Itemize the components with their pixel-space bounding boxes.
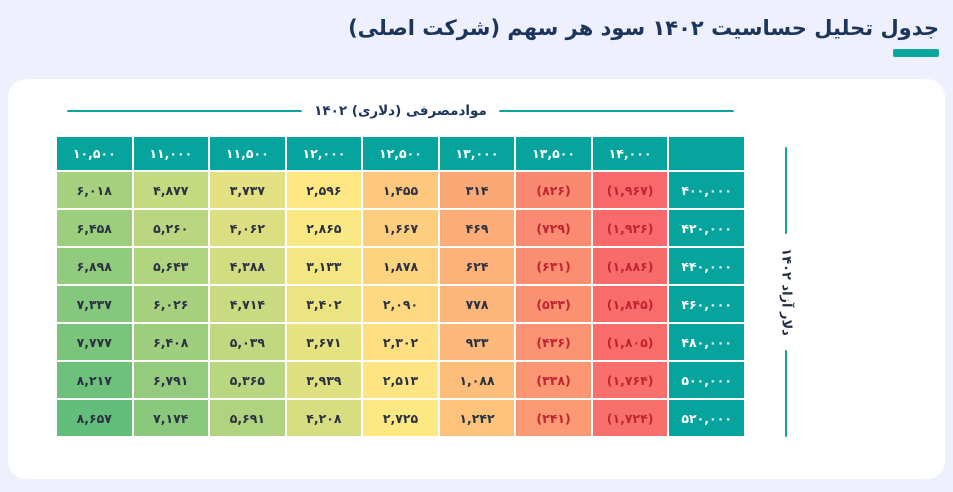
sensitivity-card: موادمصرفی (دلاری) ۱۴۰۲ ۱۰,۵۰۰ ۱۱,۰۰۰ ۱۱,۵۰… bbox=[8, 79, 945, 480]
value-cell: ۵,۲۶۰ bbox=[133, 210, 209, 247]
value-cell: ۲,۳۰۲ bbox=[363, 324, 438, 361]
value-cell: ۲,۵۹۶ bbox=[286, 172, 362, 209]
row-header: ۴۰۰,۰۰۰ bbox=[669, 172, 744, 209]
side-axis-line-top bbox=[785, 147, 787, 235]
corner-cell bbox=[669, 137, 744, 171]
value-cell: ۳,۶۷۱ bbox=[286, 324, 362, 361]
page: جدول تحلیل حساسیت ۱۴۰۲ سود هر سهم (شرکت … bbox=[0, 0, 953, 480]
top-axis-label: موادمصرفی (دلاری) ۱۴۰۲ bbox=[314, 103, 487, 120]
value-cell: ۱,۴۵۵ bbox=[363, 172, 438, 209]
value-cell: ۶,۴۵۸ bbox=[57, 210, 132, 247]
value-cell: ۸,۶۵۷ bbox=[57, 400, 132, 437]
sensitivity-table: ۱۰,۵۰۰ ۱۱,۰۰۰ ۱۱,۵۰۰ ۱۲,۰۰۰ ۱۲,۵۰۰ ۱۳,۰۰۰ ۱۳,۵… bbox=[55, 135, 746, 438]
value-cell: ۶,۰۲۶ bbox=[133, 286, 209, 323]
value-cell: ۵,۶۴۳ bbox=[133, 248, 209, 285]
table-row: ۷,۳۳۷ ۶,۰۲۶ ۴,۷۱۴ ۳,۴۰۲ ۲,۰۹۰ ۷۷۸ (۵۳۳) (۱,۸۴۵)… bbox=[57, 286, 744, 323]
header-row: ۱۰,۵۰۰ ۱۱,۰۰۰ ۱۱,۵۰۰ ۱۲,۰۰۰ ۱۲,۵۰۰ ۱۳,۰۰۰ ۱۳,۵… bbox=[57, 137, 744, 171]
value-cell: (۱,۹۶۷) bbox=[592, 172, 668, 209]
value-cell: ۲,۷۲۵ bbox=[363, 400, 438, 437]
value-cell: (۱,۸۰۵) bbox=[592, 324, 668, 361]
value-cell: ۲,۸۶۵ bbox=[286, 210, 362, 247]
table-row: ۸,۲۱۷ ۶,۷۹۱ ۵,۳۶۵ ۳,۹۳۹ ۲,۵۱۳ ۱,۰۸۸ (۳۳۸) (۱,۷۶… bbox=[57, 362, 744, 399]
side-axis-label-wrap: دلار آزاد ۱۴۰۲ bbox=[774, 234, 798, 350]
side-axis-line-bottom bbox=[785, 350, 787, 438]
value-cell: ۳,۷۳۷ bbox=[210, 172, 285, 209]
value-cell: (۴۳۶) bbox=[516, 324, 591, 361]
table-row: ۷,۷۷۷ ۶,۴۰۸ ۵,۰۳۹ ۳,۶۷۱ ۲,۳۰۲ ۹۳۳ (۴۳۶) (۱,۸۰۵)… bbox=[57, 324, 744, 361]
value-cell: ۳,۴۰۲ bbox=[286, 286, 362, 323]
value-cell: ۶۲۴ bbox=[439, 248, 515, 285]
row-header: ۴۴۰,۰۰۰ bbox=[669, 248, 744, 285]
top-axis: موادمصرفی (دلاری) ۱۴۰۲ bbox=[55, 101, 746, 121]
value-cell: ۴,۳۸۸ bbox=[210, 248, 285, 285]
column-header: ۱۱,۵۰۰ bbox=[210, 137, 285, 171]
table-row: ۶,۰۱۸ ۴,۸۷۷ ۳,۷۳۷ ۲,۵۹۶ ۱,۴۵۵ ۳۱۴ (۸۲۶) (۱,۹۶۷)… bbox=[57, 172, 744, 209]
table-row: ۶,۴۵۸ ۵,۲۶۰ ۴,۰۶۲ ۲,۸۶۵ ۱,۶۶۷ ۴۶۹ (۷۲۹) (۱,۹۲۶)… bbox=[57, 210, 744, 247]
top-axis-line-right bbox=[498, 110, 734, 113]
value-cell: ۵,۳۶۵ bbox=[210, 362, 285, 399]
value-cell: ۵,۶۹۱ bbox=[210, 400, 285, 437]
value-cell: (۳۳۸) bbox=[516, 362, 591, 399]
value-cell: ۶,۴۰۸ bbox=[133, 324, 209, 361]
value-cell: (۱,۷۲۴) bbox=[592, 400, 668, 437]
value-cell: (۱,۸۴۵) bbox=[592, 286, 668, 323]
side-axis-label: دلار آزاد ۱۴۰۲ bbox=[778, 248, 794, 337]
value-cell: ۷,۱۷۴ bbox=[133, 400, 209, 437]
value-cell: ۱,۸۷۸ bbox=[363, 248, 438, 285]
value-cell: ۶,۸۹۸ bbox=[57, 248, 132, 285]
column-header: ۱۳,۰۰۰ bbox=[439, 137, 515, 171]
value-cell: ۷۷۸ bbox=[439, 286, 515, 323]
value-cell: (۱,۷۶۴) bbox=[592, 362, 668, 399]
column-header: ۱۰,۵۰۰ bbox=[57, 137, 132, 171]
column-header: ۱۳,۵۰۰ bbox=[516, 137, 591, 171]
value-cell: ۴,۸۷۷ bbox=[133, 172, 209, 209]
value-cell: ۹۳۳ bbox=[439, 324, 515, 361]
row-header: ۵۲۰,۰۰۰ bbox=[669, 400, 744, 437]
value-cell: ۵,۰۳۹ bbox=[210, 324, 285, 361]
title-accent-bar bbox=[893, 49, 939, 58]
value-cell: (۶۳۱) bbox=[516, 248, 591, 285]
value-cell: ۷,۷۷۷ bbox=[57, 324, 132, 361]
value-cell: ۶,۷۹۱ bbox=[133, 362, 209, 399]
column-header: ۱۱,۰۰۰ bbox=[133, 137, 209, 171]
value-cell: ۲,۰۹۰ bbox=[363, 286, 438, 323]
value-cell: (۵۳۳) bbox=[516, 286, 591, 323]
value-cell: ۷,۳۳۷ bbox=[57, 286, 132, 323]
column-header: ۱۲,۰۰۰ bbox=[286, 137, 362, 171]
page-title: جدول تحلیل حساسیت ۱۴۰۲ سود هر سهم (شرکت … bbox=[348, 16, 939, 40]
column-header: ۱۲,۵۰۰ bbox=[363, 137, 438, 171]
value-cell: (۷۲۹) bbox=[516, 210, 591, 247]
table-row: ۶,۸۹۸ ۵,۶۴۳ ۴,۳۸۸ ۳,۱۳۳ ۱,۸۷۸ ۶۲۴ (۶۳۱) (۱,۸۸۶)… bbox=[57, 248, 744, 285]
value-cell: (۲۴۱) bbox=[516, 400, 591, 437]
top-axis-line-left bbox=[67, 110, 303, 113]
value-cell: ۶,۰۱۸ bbox=[57, 172, 132, 209]
value-cell: ۴,۰۶۲ bbox=[210, 210, 285, 247]
value-cell: ۴,۷۱۴ bbox=[210, 286, 285, 323]
row-header: ۴۶۰,۰۰۰ bbox=[669, 286, 744, 323]
value-cell: ۴,۲۰۸ bbox=[286, 400, 362, 437]
column-header: ۱۴,۰۰۰ bbox=[592, 137, 668, 171]
value-cell: ۳۱۴ bbox=[439, 172, 515, 209]
value-cell: ۱,۲۴۲ bbox=[439, 400, 515, 437]
page-header: جدول تحلیل حساسیت ۱۴۰۲ سود هر سهم (شرکت … bbox=[0, 0, 953, 58]
table-area: موادمصرفی (دلاری) ۱۴۰۲ ۱۰,۵۰۰ ۱۱,۰۰۰ ۱۱,۵۰… bbox=[55, 101, 746, 438]
value-cell: ۸,۲۱۷ bbox=[57, 362, 132, 399]
value-cell: ۳,۹۳۹ bbox=[286, 362, 362, 399]
value-cell: ۳,۱۳۳ bbox=[286, 248, 362, 285]
value-cell: ۲,۵۱۳ bbox=[363, 362, 438, 399]
value-cell: (۸۲۶) bbox=[516, 172, 591, 209]
table-row: ۸,۶۵۷ ۷,۱۷۴ ۵,۶۹۱ ۴,۲۰۸ ۲,۷۲۵ ۱,۲۴۲ (۲۴۱) (۱,۷۲… bbox=[57, 400, 744, 437]
side-axis: دلار آزاد ۱۴۰۲ bbox=[774, 147, 798, 438]
value-cell: (۱,۸۸۶) bbox=[592, 248, 668, 285]
row-header: ۴۲۰,۰۰۰ bbox=[669, 210, 744, 247]
value-cell: ۴۶۹ bbox=[439, 210, 515, 247]
value-cell: ۱,۶۶۷ bbox=[363, 210, 438, 247]
value-cell: ۱,۰۸۸ bbox=[439, 362, 515, 399]
value-cell: (۱,۹۲۶) bbox=[592, 210, 668, 247]
row-header: ۴۸۰,۰۰۰ bbox=[669, 324, 744, 361]
row-header: ۵۰۰,۰۰۰ bbox=[669, 362, 744, 399]
